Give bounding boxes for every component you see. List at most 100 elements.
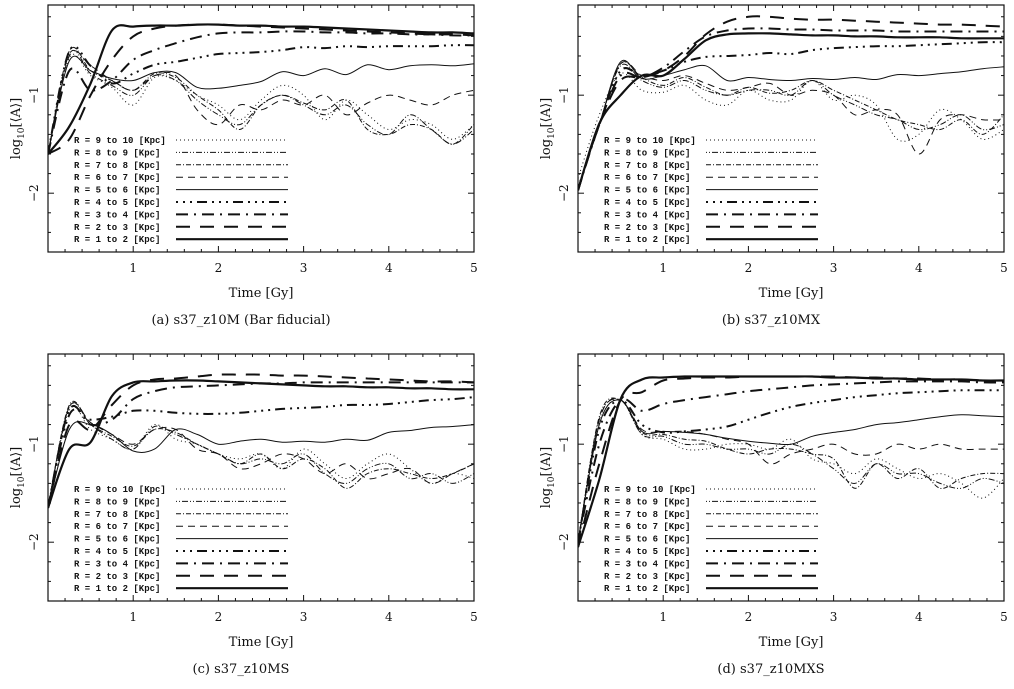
y-tick-label: −2 (27, 184, 41, 202)
panel-d: 1 2 3 4 5 −1 −2 log10[⟨A⟩] Time [Gy] (d) s37_z10M… (539, 353, 1008, 677)
y-axis-label: log10[⟨A⟩] (539, 98, 557, 159)
legend-label: R = 1 to 2 [Kpc] (604, 584, 690, 594)
x-axis-label: Time [Gy] (759, 286, 824, 301)
legend-label: R = 1 to 2 [Kpc] (74, 235, 160, 245)
y-axis-label: log10[⟨A⟩] (539, 447, 557, 508)
legend-label: R = 6 to 7 [Kpc] (74, 173, 160, 183)
y-label-rest: [⟨A⟩] (9, 98, 24, 128)
x-tick-label: 2 (215, 261, 223, 275)
series-line-2 (578, 375, 1004, 548)
panel-caption: (a) s37_z10M (Bar fiducial) (151, 313, 330, 328)
y-label-rest: [⟨A⟩] (9, 447, 24, 477)
legend-label: R = 2 to 3 [Kpc] (74, 223, 160, 233)
y-label-main: log (539, 488, 554, 508)
x-tick-label: 5 (1000, 261, 1008, 275)
legend-label: R = 1 to 2 [Kpc] (74, 584, 160, 594)
series-line-7 (48, 400, 474, 508)
x-tick-label: 5 (1000, 610, 1008, 624)
legend-label: R = 6 to 7 [Kpc] (604, 522, 690, 532)
legend-label: R = 8 to 9 [Kpc] (74, 148, 160, 158)
legend-label: R = 7 to 8 [Kpc] (74, 510, 160, 520)
legend-label: R = 3 to 4 [Kpc] (604, 210, 690, 220)
legend-label: R = 5 to 6 [Kpc] (74, 186, 160, 196)
legend-label: R = 2 to 3 [Kpc] (604, 223, 690, 233)
legend-label: R = 2 to 3 [Kpc] (604, 572, 690, 582)
legend-label: R = 9 to 10 [Kpc] (74, 485, 166, 495)
legend-label: R = 9 to 10 [Kpc] (604, 136, 696, 146)
legend-label: R = 5 to 6 [Kpc] (604, 186, 690, 196)
legend-label: R = 9 to 10 [Kpc] (604, 485, 696, 495)
x-tick-label: 1 (129, 610, 137, 624)
x-tick-label: 3 (300, 610, 308, 624)
legend-label: R = 7 to 8 [Kpc] (604, 510, 690, 520)
y-tick-label: −2 (27, 533, 41, 551)
legend-label: R = 1 to 2 [Kpc] (604, 235, 690, 245)
x-tick-label: 1 (129, 261, 137, 275)
y-label-rest: [⟨A⟩] (539, 447, 554, 477)
legend-label: R = 8 to 9 [Kpc] (604, 148, 690, 158)
x-tick-label: 1 (659, 261, 667, 275)
y-label-subscript: 10 (547, 476, 557, 488)
series-line-1 (48, 379, 474, 509)
series-line-2 (48, 23, 474, 155)
x-tick-label: 2 (745, 261, 753, 275)
y-label-main: log (9, 139, 24, 159)
series-line-9 (578, 399, 1004, 543)
legend-label: R = 6 to 7 [Kpc] (74, 522, 160, 532)
legend-label: R = 5 to 6 [Kpc] (604, 535, 690, 545)
panel-b: 1 2 3 4 5 −1 −2 log10[⟨A⟩] Time [Gy] (b) s37_z10M… (539, 4, 1008, 328)
x-tick-label: 3 (300, 261, 308, 275)
legend-label: R = 9 to 10 [Kpc] (74, 136, 166, 146)
x-tick-label: 4 (915, 261, 923, 275)
legend-label: R = 4 to 5 [Kpc] (604, 547, 690, 557)
series-line-8 (578, 398, 1004, 543)
x-axis-label: Time [Gy] (759, 635, 824, 650)
x-tick-label: 3 (830, 610, 838, 624)
series-line-1 (48, 23, 474, 155)
x-axis-label: Time [Gy] (229, 286, 294, 301)
y-tick-label: −2 (557, 533, 571, 551)
plot-frame (577, 353, 1005, 602)
legend-label: R = 4 to 5 [Kpc] (74, 198, 160, 208)
y-axis-label: log10[⟨A⟩] (9, 447, 27, 508)
panel-c: 1 2 3 4 5 −1 −2 log10[⟨A⟩] Time [Gy] (c) s37_z10M… (9, 353, 478, 677)
legend-label: R = 5 to 6 [Kpc] (74, 535, 160, 545)
x-tick-label: 5 (470, 261, 478, 275)
legend-label: R = 4 to 5 [Kpc] (604, 198, 690, 208)
legend-label: R = 8 to 9 [Kpc] (74, 497, 160, 507)
y-label-main: log (539, 139, 554, 159)
series-line-5 (48, 421, 474, 509)
legend-label: R = 4 to 5 [Kpc] (74, 547, 160, 557)
x-tick-label: 2 (745, 610, 753, 624)
panel-caption: (c) s37_z10MS (193, 662, 290, 677)
y-label-subscript: 10 (547, 127, 557, 139)
series-line-5 (578, 399, 1004, 543)
x-tick-label: 4 (385, 610, 393, 624)
y-label-subscript: 10 (17, 127, 27, 139)
panel-caption: (b) s37_z10MX (722, 313, 821, 328)
y-tick-label: −1 (27, 435, 41, 453)
x-tick-label: 5 (470, 610, 478, 624)
legend-label: R = 7 to 8 [Kpc] (74, 161, 160, 171)
series-line-9 (48, 53, 474, 155)
series-line-1 (578, 32, 1004, 191)
series-line-2 (48, 373, 474, 509)
series-line-2 (578, 15, 1004, 191)
y-label-subscript: 10 (17, 476, 27, 488)
y-label-main: log (9, 488, 24, 508)
series-line-6 (48, 50, 474, 155)
x-tick-label: 3 (830, 261, 838, 275)
legend-label: R = 3 to 4 [Kpc] (604, 559, 690, 569)
series-line-5 (48, 55, 474, 155)
y-tick-label: −1 (557, 435, 571, 453)
x-tick-label: 1 (659, 610, 667, 624)
series-line-8 (48, 402, 474, 509)
series-line-4 (48, 44, 474, 155)
legend-label: R = 8 to 9 [Kpc] (604, 497, 690, 507)
legend-label: R = 3 to 4 [Kpc] (74, 210, 160, 220)
series-line-7 (578, 397, 1004, 543)
panel-caption: (d) s37_z10MXS (717, 662, 824, 677)
y-label-rest: [⟨A⟩] (539, 98, 554, 128)
series-line-3 (48, 30, 474, 155)
